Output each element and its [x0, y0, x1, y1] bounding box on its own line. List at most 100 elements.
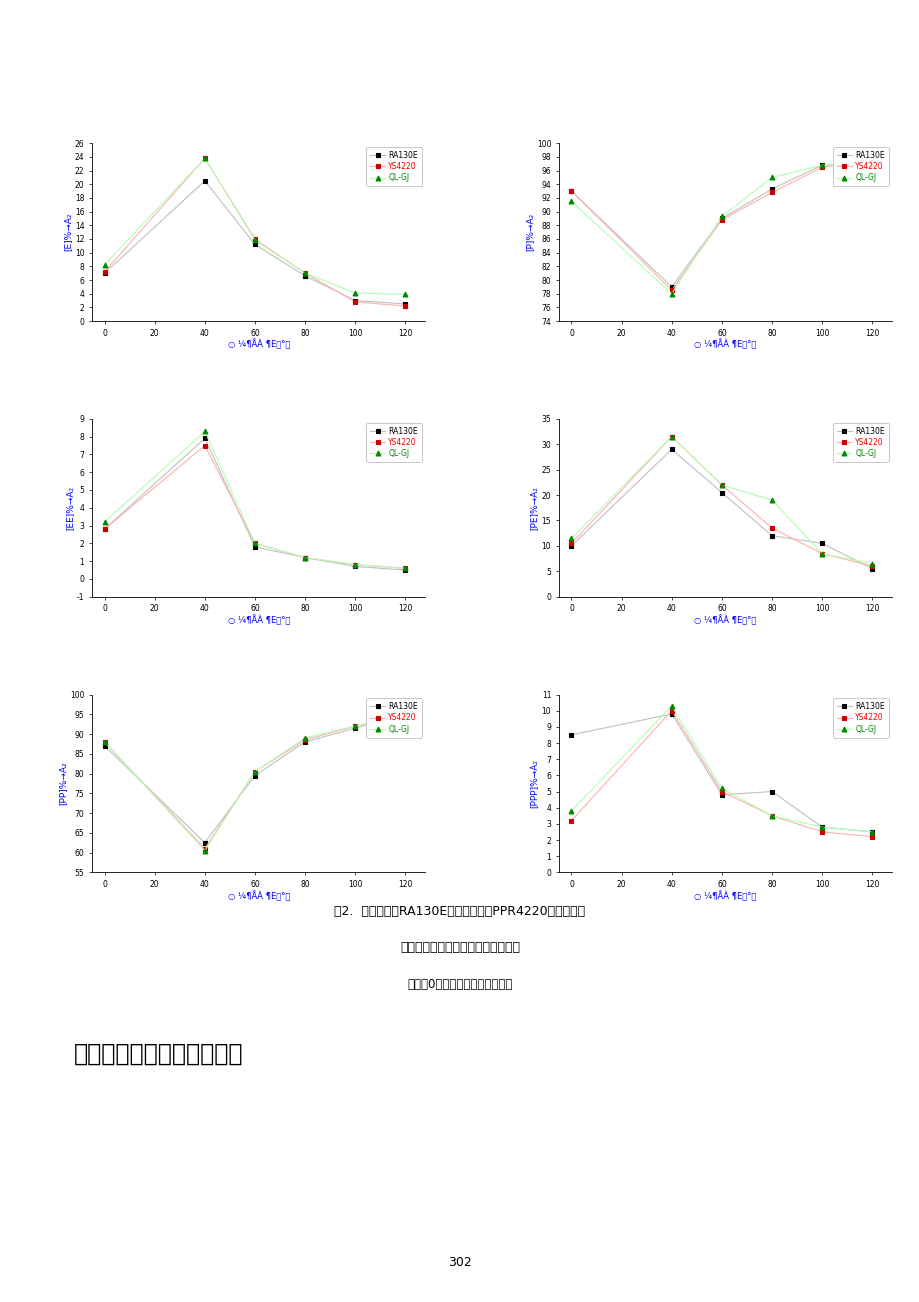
QL-GJ	[866, 156, 877, 172]
Line: YS4220: YS4220	[102, 712, 407, 852]
RA130E	[716, 786, 727, 802]
QL-GJ	[99, 514, 110, 530]
RA130E	[766, 181, 777, 197]
RA130E	[866, 824, 877, 840]
YS4220	[99, 264, 110, 280]
X-axis label: ○ ¼¶ÅÀ ¶E（°）: ○ ¼¶ÅÀ ¶E（°）	[227, 339, 289, 350]
YS4220	[565, 184, 576, 199]
YS4220	[866, 829, 877, 845]
QL-GJ	[816, 819, 827, 835]
Text: 302: 302	[448, 1256, 471, 1269]
Y-axis label: [PP]%→A₂: [PP]%→A₂	[58, 762, 67, 805]
Legend: RA130E, YS4220, QL-GJ: RA130E, YS4220, QL-GJ	[366, 698, 421, 737]
RA130E	[349, 559, 360, 574]
YS4220	[300, 732, 311, 747]
QL-GJ	[766, 169, 777, 185]
X-axis label: ○ ¼¶ÅÀ ¶E（°）: ○ ¼¶ÅÀ ¶E（°）	[227, 891, 289, 901]
RA130E	[816, 158, 827, 173]
Y-axis label: [PE]%→A₂: [PE]%→A₂	[529, 486, 539, 530]
QL-GJ	[665, 428, 676, 444]
RA130E	[300, 268, 311, 284]
QL-GJ	[565, 194, 576, 210]
RA130E	[99, 738, 110, 754]
QL-GJ	[400, 560, 411, 575]
YS4220	[349, 719, 360, 734]
QL-GJ	[665, 286, 676, 302]
QL-GJ	[665, 698, 676, 713]
Legend: RA130E, YS4220, QL-GJ: RA130E, YS4220, QL-GJ	[366, 147, 421, 186]
RA130E	[99, 266, 110, 281]
RA130E	[300, 549, 311, 565]
Line: YS4220: YS4220	[102, 443, 407, 570]
Y-axis label: [E]%→A₂: [E]%→A₂	[62, 214, 72, 251]
RA130E	[249, 539, 260, 555]
Text: 等温度分级样品的微结构含量分布图: 等温度分级样品的微结构含量分布图	[400, 941, 519, 954]
RA130E	[99, 521, 110, 536]
YS4220	[400, 298, 411, 314]
YS4220	[665, 703, 676, 719]
QL-GJ	[300, 730, 311, 746]
Y-axis label: [EE]%→A₂: [EE]%→A₂	[65, 486, 74, 530]
QL-GJ	[349, 285, 360, 301]
YS4220	[300, 549, 311, 565]
RA130E	[816, 535, 827, 551]
Line: YS4220: YS4220	[568, 159, 874, 293]
Line: QL-GJ: QL-GJ	[568, 434, 874, 566]
QL-GJ	[866, 824, 877, 840]
QL-GJ	[199, 423, 210, 439]
YS4220	[766, 185, 777, 201]
QL-GJ	[349, 719, 360, 734]
RA130E	[816, 819, 827, 835]
RA130E	[349, 293, 360, 309]
Legend: RA130E, YS4220, QL-GJ: RA130E, YS4220, QL-GJ	[832, 423, 888, 462]
YS4220	[300, 266, 311, 281]
YS4220	[565, 812, 576, 828]
Line: QL-GJ: QL-GJ	[568, 703, 874, 835]
YS4220	[766, 809, 777, 824]
YS4220	[866, 154, 877, 169]
YS4220	[400, 560, 411, 575]
Line: QL-GJ: QL-GJ	[102, 428, 407, 570]
RA130E	[199, 835, 210, 850]
Line: YS4220: YS4220	[568, 708, 874, 840]
QL-GJ	[349, 557, 360, 573]
YS4220	[565, 535, 576, 551]
Line: RA130E: RA130E	[568, 161, 874, 289]
RA130E	[866, 156, 877, 172]
YS4220	[665, 283, 676, 298]
RA130E	[249, 768, 260, 784]
Line: YS4220: YS4220	[102, 156, 407, 309]
QL-GJ	[866, 556, 877, 572]
Text: （图中0度的含量为未分级样品）: （图中0度的含量为未分级样品）	[407, 978, 512, 991]
YS4220	[766, 521, 777, 536]
YS4220	[716, 212, 727, 228]
QL-GJ	[716, 780, 727, 796]
QL-GJ	[400, 704, 411, 720]
Line: RA130E: RA130E	[102, 178, 407, 306]
YS4220	[349, 557, 360, 573]
RA130E	[766, 527, 777, 543]
YS4220	[816, 546, 827, 561]
RA130E	[400, 562, 411, 578]
Line: QL-GJ: QL-GJ	[102, 156, 407, 297]
RA130E	[349, 720, 360, 736]
Y-axis label: [P]%→A₂: [P]%→A₂	[525, 214, 533, 251]
Legend: RA130E, YS4220, QL-GJ: RA130E, YS4220, QL-GJ	[832, 698, 888, 737]
YS4220	[816, 824, 827, 840]
QL-GJ	[199, 842, 210, 858]
Line: RA130E: RA130E	[568, 711, 874, 835]
QL-GJ	[766, 492, 777, 508]
QL-GJ	[565, 530, 576, 546]
X-axis label: ○ ¼¶ÅÀ ¶E（°）: ○ ¼¶ÅÀ ¶E（°）	[694, 339, 756, 350]
QL-GJ	[816, 546, 827, 561]
X-axis label: ○ ¼¶ÅÀ ¶E（°）: ○ ¼¶ÅÀ ¶E（°）	[694, 615, 756, 625]
QL-GJ	[766, 809, 777, 824]
YS4220	[199, 151, 210, 167]
RA130E	[565, 727, 576, 742]
RA130E	[199, 173, 210, 189]
YS4220	[665, 428, 676, 444]
QL-GJ	[816, 158, 827, 173]
YS4220	[349, 294, 360, 310]
Y-axis label: [PPP]%→A₂: [PPP]%→A₂	[529, 759, 539, 809]
QL-GJ	[99, 258, 110, 273]
